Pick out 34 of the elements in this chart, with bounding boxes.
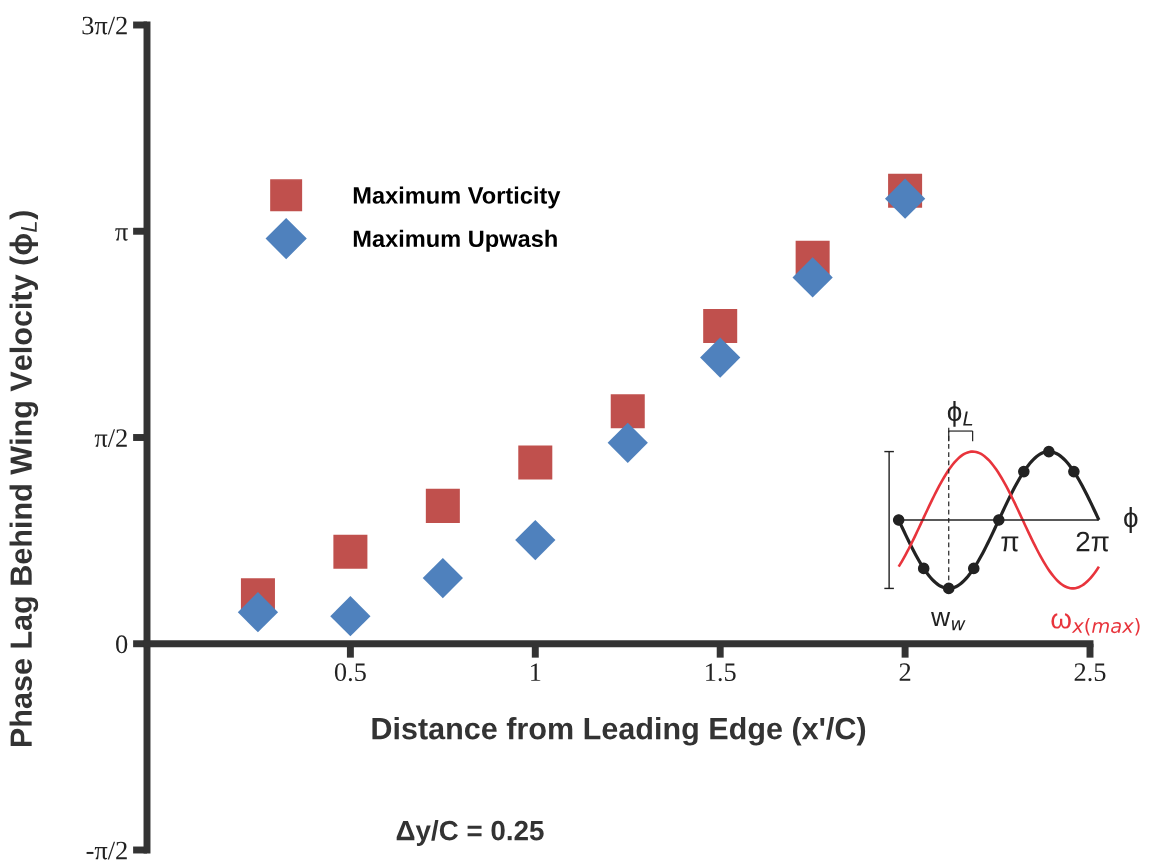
y-tick-label: 0	[116, 635, 128, 654]
point	[518, 445, 553, 480]
point	[422, 557, 463, 599]
y-tick-label: π/2	[94, 429, 127, 447]
y-tick-label: -π/2	[86, 841, 127, 860]
annotation: 2π	[1076, 531, 1109, 552]
point	[515, 519, 556, 561]
annotation: w$_{w}$	[931, 612, 966, 631]
legend-label: Maximum Vorticity	[353, 186, 561, 209]
annotation: Δy/C = 0.25	[396, 820, 544, 846]
point	[703, 308, 738, 344]
annotation: π	[1001, 536, 1019, 552]
x-tick-label: 2	[899, 663, 911, 681]
x-axis-title: Distance from Leading Edge (x'/C)	[372, 716, 866, 746]
point	[607, 422, 648, 463]
x-tick-label: 1	[531, 663, 541, 681]
x-tick-label: 1.5	[706, 663, 736, 682]
annotation: ϕ$_{L}$	[947, 400, 973, 427]
point	[333, 534, 368, 569]
point	[700, 337, 741, 378]
point	[884, 178, 926, 219]
point	[792, 257, 833, 298]
annotation: ω$_{x(max)}$	[1051, 613, 1140, 636]
point	[425, 488, 460, 523]
point	[330, 596, 371, 637]
x-tick-label: 0.5	[334, 663, 366, 682]
y-tick-label: π	[115, 228, 128, 241]
point	[610, 394, 645, 429]
legend-label: Maximum Upwash	[353, 229, 557, 252]
x-tick-label: 2.5	[1074, 663, 1106, 682]
y-axis-title: Phase Lag Behind Wing Velocity (ϕ$_{L}$)	[9, 211, 39, 747]
point	[237, 592, 279, 633]
y-tick-label: 3π/2	[82, 16, 127, 35]
text: ϕ	[1124, 507, 1138, 533]
